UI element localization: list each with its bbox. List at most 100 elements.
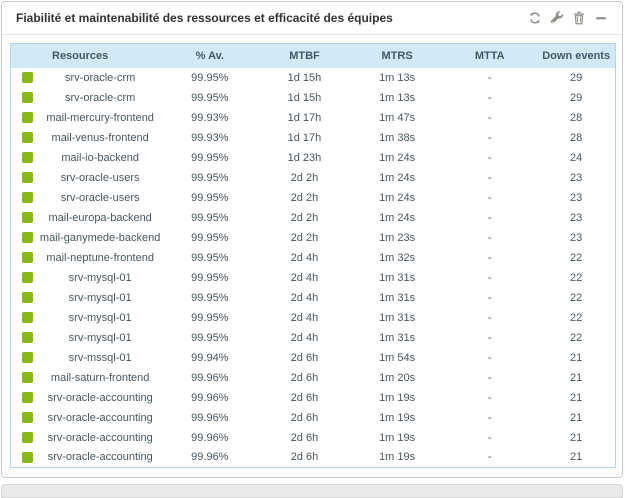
- column-header-availability[interactable]: % Av.: [162, 43, 257, 68]
- down-events-value: 28: [537, 107, 616, 128]
- mtta-value: -: [442, 387, 538, 408]
- resource-name[interactable]: mail-io-backend: [37, 147, 163, 168]
- mtbf-value: 2d 6h: [256, 407, 353, 428]
- mtbf-value: 2d 6h: [256, 367, 353, 388]
- mtta-value: -: [442, 127, 538, 148]
- column-header-mtbf[interactable]: MTBF: [256, 43, 353, 68]
- mtrs-value: 1m 24s: [352, 207, 443, 228]
- down-events-value: 23: [537, 167, 616, 188]
- mtbf-value: 1d 23h: [256, 147, 353, 168]
- resource-name[interactable]: srv-oracle-crm: [37, 87, 163, 108]
- delete-button[interactable]: [571, 11, 586, 26]
- mtrs-value: 1m 19s: [352, 447, 443, 468]
- reliability-widget: Fiabilité et maintenabilité des ressourc…: [1, 1, 623, 478]
- status-ok-icon: [22, 412, 34, 424]
- resource-name[interactable]: srv-oracle-accounting: [37, 407, 163, 428]
- column-header-down-events[interactable]: Down events: [537, 43, 616, 68]
- mtta-value: -: [442, 347, 538, 368]
- table-row[interactable]: srv-mysql-01 99.95% 2d 4h 1m 31s - 22: [10, 267, 616, 288]
- mtrs-value: 1m 24s: [352, 167, 443, 188]
- availability-value: 99.95%: [162, 247, 257, 268]
- status-ok-icon: [22, 312, 34, 324]
- resource-name[interactable]: srv-mssql-01: [37, 347, 163, 368]
- table-row[interactable]: srv-oracle-accounting 99.96% 2d 6h 1m 19…: [10, 387, 616, 408]
- column-header-mtta[interactable]: MTTA: [442, 43, 538, 68]
- table-row[interactable]: srv-oracle-accounting 99.96% 2d 6h 1m 19…: [10, 427, 616, 448]
- availability-value: 99.95%: [162, 267, 257, 288]
- column-header-mtrs[interactable]: MTRS: [352, 43, 443, 68]
- resource-name[interactable]: srv-mysql-01: [37, 307, 163, 328]
- widget-body: Resources % Av. MTBF MTRS MTTA Down even…: [2, 35, 622, 468]
- resource-name[interactable]: srv-mysql-01: [37, 287, 163, 308]
- down-events-value: 24: [537, 147, 616, 168]
- table-row[interactable]: mail-mercury-frontend 99.93% 1d 17h 1m 4…: [10, 107, 616, 128]
- table-row[interactable]: srv-oracle-crm 99.95% 1d 15h 1m 13s - 29: [10, 67, 616, 88]
- resource-name[interactable]: srv-oracle-users: [37, 167, 163, 188]
- mtrs-value: 1m 13s: [352, 87, 443, 108]
- mtbf-value: 2d 2h: [256, 167, 353, 188]
- table-row[interactable]: srv-oracle-accounting 99.96% 2d 6h 1m 19…: [10, 447, 616, 468]
- table-row[interactable]: srv-mysql-01 99.95% 2d 4h 1m 31s - 22: [10, 327, 616, 348]
- table-row[interactable]: srv-oracle-accounting 99.96% 2d 6h 1m 19…: [10, 407, 616, 428]
- mtta-value: -: [442, 307, 538, 328]
- table-row[interactable]: mail-venus-frontend 99.93% 1d 17h 1m 38s…: [10, 127, 616, 148]
- mtrs-value: 1m 24s: [352, 187, 443, 208]
- mtbf-value: 1d 15h: [256, 67, 353, 88]
- resource-name[interactable]: mail-mercury-frontend: [37, 107, 163, 128]
- down-events-value: 22: [537, 267, 616, 288]
- mtta-value: -: [442, 107, 538, 128]
- resource-name[interactable]: srv-oracle-users: [37, 187, 163, 208]
- mtrs-value: 1m 31s: [352, 327, 443, 348]
- down-events-value: 21: [537, 367, 616, 388]
- status-ok-icon: [22, 432, 34, 444]
- wrench-icon: [550, 11, 564, 25]
- mtbf-value: 2d 2h: [256, 187, 353, 208]
- table-row[interactable]: mail-io-backend 99.95% 1d 23h 1m 24s - 2…: [10, 147, 616, 168]
- table-row[interactable]: srv-mysql-01 99.95% 2d 4h 1m 31s - 22: [10, 307, 616, 328]
- resource-name[interactable]: mail-venus-frontend: [37, 127, 163, 148]
- status-ok-icon: [22, 292, 34, 304]
- resource-name[interactable]: mail-neptune-frontend: [37, 247, 163, 268]
- next-widget-top-bar: [1, 484, 623, 498]
- availability-value: 99.95%: [162, 167, 257, 188]
- mtta-value: -: [442, 287, 538, 308]
- table-row[interactable]: mail-neptune-frontend 99.95% 2d 4h 1m 32…: [10, 247, 616, 268]
- column-header-resources[interactable]: Resources: [10, 43, 163, 68]
- table-row[interactable]: srv-oracle-users 99.95% 2d 2h 1m 24s - 2…: [10, 187, 616, 208]
- status-ok-icon: [22, 332, 34, 344]
- configure-button[interactable]: [549, 11, 564, 26]
- table-row[interactable]: srv-oracle-crm 99.95% 1d 15h 1m 13s - 29: [10, 87, 616, 108]
- mtrs-value: 1m 38s: [352, 127, 443, 148]
- table-row[interactable]: mail-saturn-frontend 99.96% 2d 6h 1m 20s…: [10, 367, 616, 388]
- down-events-value: 21: [537, 407, 616, 428]
- status-ok-icon: [22, 112, 34, 124]
- status-ok-icon: [22, 152, 34, 164]
- resource-name[interactable]: srv-oracle-crm: [37, 67, 163, 88]
- mtta-value: -: [442, 87, 538, 108]
- table-row[interactable]: srv-mysql-01 99.95% 2d 4h 1m 31s - 22: [10, 287, 616, 308]
- resource-name[interactable]: srv-mysql-01: [37, 327, 163, 348]
- table-row[interactable]: mail-ganymede-backend 99.95% 2d 2h 1m 23…: [10, 227, 616, 248]
- mtta-value: -: [442, 167, 538, 188]
- resource-name[interactable]: srv-mysql-01: [37, 267, 163, 288]
- widget-toolbar: [527, 11, 608, 26]
- table-row[interactable]: mail-europa-backend 99.95% 2d 2h 1m 24s …: [10, 207, 616, 228]
- resource-name[interactable]: srv-oracle-accounting: [37, 447, 163, 468]
- down-events-value: 21: [537, 427, 616, 448]
- resource-name[interactable]: mail-ganymede-backend: [37, 227, 163, 248]
- resource-name[interactable]: mail-europa-backend: [37, 207, 163, 228]
- mtrs-value: 1m 19s: [352, 407, 443, 428]
- minimize-button[interactable]: [593, 11, 608, 26]
- status-ok-icon: [22, 132, 34, 144]
- availability-value: 99.95%: [162, 67, 257, 88]
- mtbf-value: 2d 6h: [256, 447, 353, 468]
- resource-name[interactable]: mail-saturn-frontend: [37, 367, 163, 388]
- resource-name[interactable]: srv-oracle-accounting: [37, 387, 163, 408]
- table-row[interactable]: srv-oracle-users 99.95% 2d 2h 1m 24s - 2…: [10, 167, 616, 188]
- refresh-button[interactable]: [527, 11, 542, 26]
- availability-value: 99.95%: [162, 287, 257, 308]
- availability-value: 99.95%: [162, 327, 257, 348]
- resource-name[interactable]: srv-oracle-accounting: [37, 427, 163, 448]
- mtta-value: -: [442, 247, 538, 268]
- table-row[interactable]: srv-mssql-01 99.94% 2d 6h 1m 54s - 21: [10, 347, 616, 368]
